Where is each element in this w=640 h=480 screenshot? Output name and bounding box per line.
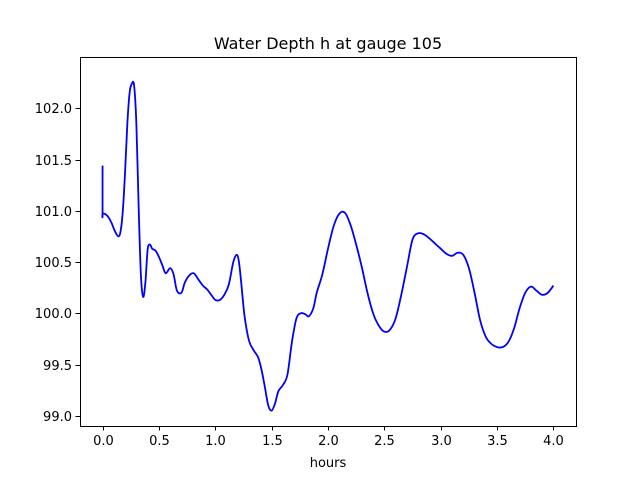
y-tick-label: 99.5 bbox=[43, 359, 72, 374]
y-tick-label: 102.0 bbox=[35, 102, 72, 117]
plot-area bbox=[101, 80, 555, 412]
x-tick-label: 1.5 bbox=[262, 434, 283, 449]
y-axis: 99.0 99.5 100.0 100.5 101.0 101.5 102.0 bbox=[35, 102, 80, 425]
x-tick-label: 1.0 bbox=[205, 434, 226, 449]
y-tick-label: 99.0 bbox=[43, 410, 72, 425]
x-tick-label: 3.0 bbox=[431, 434, 452, 449]
x-tick-label: 2.0 bbox=[318, 434, 339, 449]
y-tick-label: 100.0 bbox=[35, 307, 72, 322]
x-axis: 0.0 0.5 1.0 1.5 2.0 2.5 3.0 3.5 4.0 bbox=[93, 426, 564, 449]
series-line-h bbox=[101, 80, 555, 412]
y-tick-label: 101.5 bbox=[35, 154, 72, 169]
x-tick-label: 3.5 bbox=[487, 434, 508, 449]
x-tick-label: 4.0 bbox=[543, 434, 564, 449]
x-tick-label: 0.5 bbox=[149, 434, 170, 449]
chart-title: Water Depth h at gauge 105 bbox=[214, 34, 442, 53]
y-tick-label: 101.0 bbox=[35, 205, 72, 220]
x-tick-label: 0.0 bbox=[93, 434, 114, 449]
x-axis-label: hours bbox=[310, 456, 347, 471]
x-tick-label: 2.5 bbox=[374, 434, 395, 449]
y-tick-label: 100.5 bbox=[35, 256, 72, 271]
